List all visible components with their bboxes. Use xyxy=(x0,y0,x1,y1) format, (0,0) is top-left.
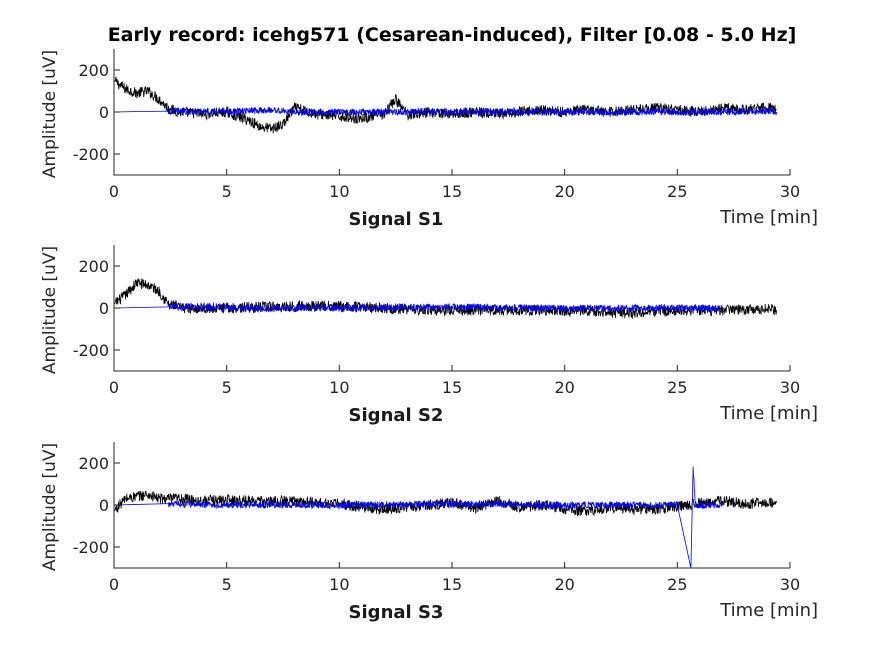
x-tick-label: 25 xyxy=(667,182,687,201)
y-tick-label: 200 xyxy=(78,257,109,276)
x-unit-label: Time [min] xyxy=(719,207,818,228)
y-axis-label: Amplitude [uV] xyxy=(40,443,60,571)
x-tick-label: 5 xyxy=(222,182,232,201)
figure-title: Early record: icehg571 (Cesarean-induced… xyxy=(108,24,797,46)
x-tick-label: 30 xyxy=(780,378,800,397)
series-line-1 xyxy=(113,76,777,134)
x-unit-label: Time [min] xyxy=(719,600,818,621)
y-tick-label: 0 xyxy=(99,299,109,318)
series-line-1 xyxy=(113,278,777,320)
x-tick-label: 10 xyxy=(329,378,349,397)
x-tick-label: 15 xyxy=(442,575,462,594)
x-tick-label: 20 xyxy=(554,575,574,594)
y-tick-label: 200 xyxy=(78,454,109,473)
x-axis-label: Signal S3 xyxy=(349,602,444,623)
x-tick-label: 0 xyxy=(109,182,119,201)
x-tick-label: 15 xyxy=(442,378,462,397)
x-tick-label: 15 xyxy=(442,182,462,201)
x-tick-label: 0 xyxy=(109,575,119,594)
x-axis-label: Signal S1 xyxy=(349,209,444,230)
y-axis-label: Amplitude [uV] xyxy=(40,50,60,178)
x-unit-label: Time [min] xyxy=(719,403,818,424)
x-tick-label: 5 xyxy=(222,378,232,397)
y-tick-label: 0 xyxy=(99,103,109,122)
x-tick-label: 25 xyxy=(667,575,687,594)
y-tick-label: -200 xyxy=(73,538,109,557)
x-tick-label: 25 xyxy=(667,378,687,397)
x-tick-label: 5 xyxy=(222,575,232,594)
y-axis-label: Amplitude [uV] xyxy=(40,246,60,374)
x-tick-label: 20 xyxy=(554,378,574,397)
x-axis-label: Signal S2 xyxy=(349,405,444,426)
x-tick-label: 10 xyxy=(329,182,349,201)
x-tick-label: 0 xyxy=(109,378,119,397)
y-tick-label: 0 xyxy=(99,496,109,515)
series-line-2 xyxy=(113,106,777,117)
series-line-2 xyxy=(113,302,721,313)
x-tick-label: 10 xyxy=(329,575,349,594)
x-tick-label: 30 xyxy=(780,575,800,594)
x-tick-label: 30 xyxy=(780,182,800,201)
series-line-2 xyxy=(113,466,723,569)
x-tick-label: 20 xyxy=(554,182,574,201)
y-tick-label: -200 xyxy=(73,341,109,360)
y-tick-label: 200 xyxy=(78,61,109,80)
y-tick-label: -200 xyxy=(73,145,109,164)
